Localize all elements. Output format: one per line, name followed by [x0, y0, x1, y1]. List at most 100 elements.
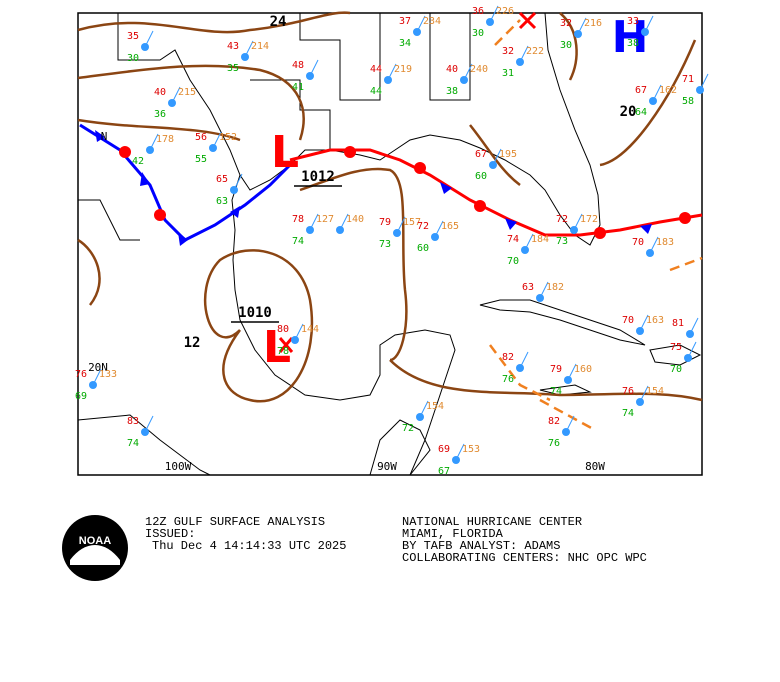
station-dewpoint: 31: [502, 68, 514, 79]
footer-collab: COLLABORATING CENTERS: NHC OPC WPC: [402, 551, 647, 565]
map: [77, 11, 703, 476]
footer-analyst: BY TAFB ANALYST: ADAMS: [402, 539, 560, 553]
station-dot: [336, 226, 344, 234]
station-dewpoint: 34: [399, 38, 411, 49]
station-dot: [486, 18, 494, 26]
station-temp: 72: [417, 221, 429, 232]
station-dewpoint: 76: [548, 438, 560, 449]
footer-city: MIAMI, FLORIDA: [402, 527, 504, 541]
station-pressure: 214: [251, 41, 269, 52]
station-pressure: 165: [441, 221, 459, 232]
lon-label: 100W: [165, 460, 192, 473]
station-dot: [209, 144, 217, 152]
lat-label: 20N: [88, 361, 108, 374]
station-dewpoint: 74: [292, 236, 304, 247]
station-pressure: 153: [462, 444, 480, 455]
station-temp: 56: [195, 132, 207, 143]
station-temp: 75: [670, 342, 682, 353]
station-temp: 40: [154, 87, 166, 98]
station-dot: [649, 97, 657, 105]
lat-label: 12: [184, 335, 201, 351]
station-dot: [168, 99, 176, 107]
station-dewpoint: 60: [475, 171, 487, 182]
station-temp: 82: [548, 416, 560, 427]
station-dot: [686, 330, 694, 338]
station-dewpoint: 35: [227, 63, 239, 74]
station-dot: [641, 28, 649, 36]
station-dot: [413, 28, 421, 36]
station-temp: 76: [75, 369, 87, 380]
station-temp: 80: [277, 324, 289, 335]
station-temp: 48: [292, 60, 304, 71]
fronts: [79, 123, 703, 246]
front-semicircles: [119, 146, 691, 239]
station-temp: 44: [370, 64, 382, 75]
station-dewpoint: 41: [292, 82, 304, 93]
lon-label: 80W: [585, 460, 605, 473]
station-dewpoint: 63: [216, 196, 228, 207]
station-dewpoint: 36: [154, 109, 166, 120]
station-temp: 32: [560, 18, 572, 29]
footer: NOAA 12Z GULF SURFACE ANALYSIS ISSUED: T…: [62, 515, 647, 581]
station-dewpoint: 69: [75, 391, 87, 402]
station-pressure: 160: [574, 364, 592, 375]
station-dot: [393, 229, 401, 237]
station-dot: [636, 398, 644, 406]
station-dewpoint: 30: [472, 28, 484, 39]
station-dot: [574, 30, 582, 38]
station-dewpoint: 55: [195, 154, 207, 165]
station-pressure: 163: [646, 315, 664, 326]
station-dot: [291, 336, 299, 344]
station-temp: 83: [127, 416, 139, 427]
station-dot: [306, 226, 314, 234]
logo-text: NOAA: [79, 535, 111, 547]
station-temp: 70: [622, 315, 634, 326]
station-pressure: 222: [526, 46, 544, 57]
station-dewpoint: 38: [446, 86, 458, 97]
station-temp: 67: [475, 149, 487, 160]
station-dewpoint: 74: [550, 386, 562, 397]
isobars: [77, 11, 703, 403]
station-pressure: 140: [346, 214, 364, 225]
station-dot: [306, 72, 314, 80]
station-temp: 78: [292, 214, 304, 225]
station-temp: 35: [127, 31, 139, 42]
station-pressure: 226: [496, 6, 514, 17]
station-pressure: 240: [470, 64, 488, 75]
station-dewpoint: 30: [127, 53, 139, 64]
station-pressure: 144: [301, 324, 319, 335]
station-dewpoint: 74: [127, 438, 139, 449]
station-dot: [684, 354, 692, 362]
coastlines: [77, 12, 702, 476]
station-temp: 63: [522, 282, 534, 293]
station-dewpoint: 76: [502, 374, 514, 385]
station-temp: 79: [379, 217, 391, 228]
pressure-center: H: [612, 12, 649, 63]
station-dot: [564, 376, 572, 384]
isobar-label: 1012: [301, 169, 335, 185]
station-pressure: 154: [646, 386, 664, 397]
station-dewpoint: 58: [682, 96, 694, 107]
station-dot: [460, 76, 468, 84]
low-x-mark: [278, 337, 294, 353]
station-temp: 67: [635, 85, 647, 96]
station-pressure: 182: [546, 282, 564, 293]
station-dot: [516, 58, 524, 66]
station-pressure: 152: [219, 132, 237, 143]
footer-center: NATIONAL HURRICANE CENTER: [402, 515, 582, 529]
station-temp: 76: [622, 386, 634, 397]
station-temp: 32: [502, 46, 514, 57]
station-temp: 70: [632, 237, 644, 248]
station-dot: [230, 186, 238, 194]
isobar-label: 1010: [238, 305, 272, 321]
station-dot: [241, 53, 249, 61]
troughs: [489, 19, 703, 432]
station-pressure: 215: [178, 87, 196, 98]
station-pressure: 234: [423, 16, 441, 27]
station-dewpoint: 78: [277, 346, 289, 357]
station-dewpoint: 70: [670, 364, 682, 375]
lat-label: N: [101, 130, 108, 143]
